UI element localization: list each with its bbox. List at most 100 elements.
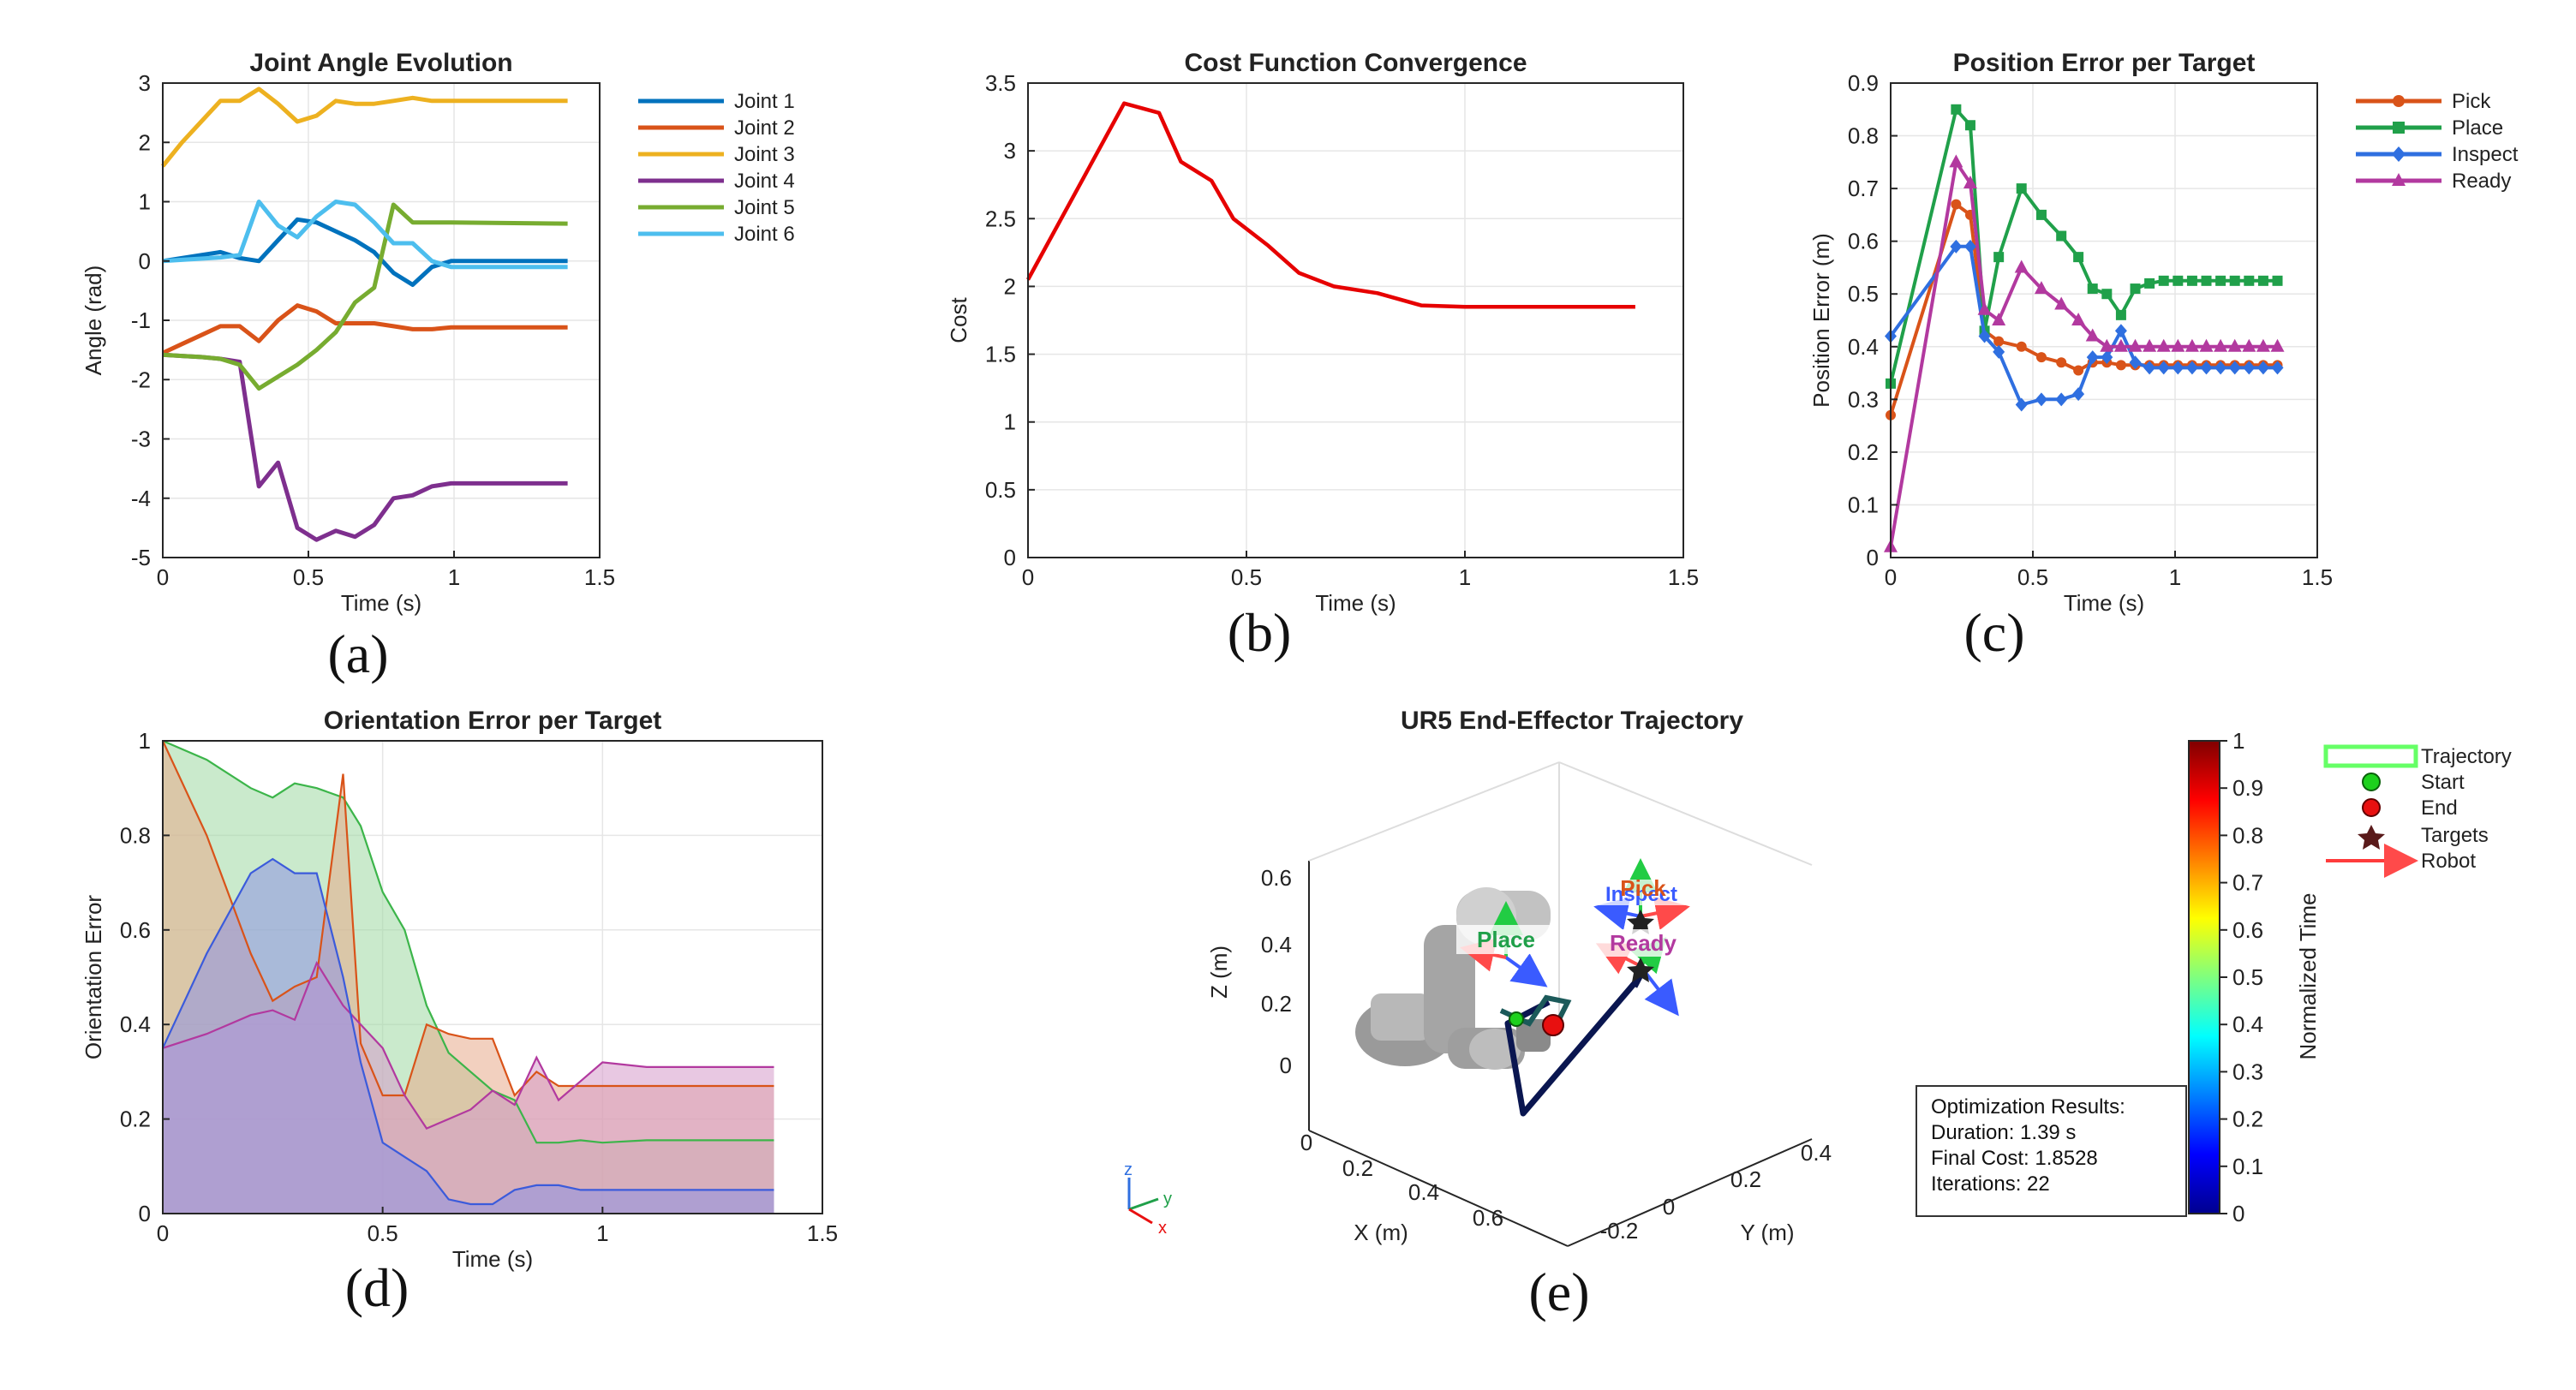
x-tick-label: 0.6: [1473, 1205, 1503, 1231]
x-tick-label: 1.5: [584, 564, 615, 590]
legend-marker: [2393, 122, 2405, 134]
target-star-ready: [1627, 957, 1654, 982]
y-tick-label: -3: [131, 427, 151, 452]
y-tick-label: 0.4: [1848, 334, 1879, 360]
legend-marker: [2392, 146, 2406, 162]
x-tick-label: 0.5: [368, 1220, 398, 1246]
x-ticks: 0 0.2 0.4 0.6: [1300, 1130, 1503, 1231]
legend-targets-swatch: [2358, 825, 2385, 850]
marker-point: [2214, 338, 2228, 352]
x-tick-label: 1.5: [2302, 564, 2333, 590]
marker-point: [1993, 252, 2005, 263]
z-tick-label: 0.2: [1261, 991, 1292, 1017]
trajectory-legend: Trajectory Start End Targets Robot: [2323, 744, 2512, 878]
marker-point: [2129, 355, 2142, 370]
legend-label: Inspect: [2452, 143, 2519, 166]
colorbar-tick-label: 0.1: [2232, 1154, 2263, 1179]
legend-label: Joint 3: [734, 143, 795, 166]
marker-point: [1992, 313, 2006, 325]
series-line-joint-3: [161, 87, 568, 168]
marker-point: [2101, 350, 2113, 365]
x-tick-label: 0.5: [2017, 564, 2048, 590]
y-tick-label: 1: [139, 728, 151, 754]
marker-point: [2035, 209, 2047, 220]
x-tick-label: 1.5: [807, 1220, 838, 1246]
x-tick-label: 1.5: [1668, 564, 1699, 590]
x-tick-label: 0.5: [1231, 564, 1262, 590]
x-tick-label: 0.5: [293, 564, 324, 590]
marker-point: [2114, 324, 2127, 338]
marker-point: [2087, 283, 2098, 295]
y-tick-label: 0: [1004, 545, 1016, 570]
axes-3d-box: [1308, 761, 1813, 1247]
legend-robot-label: Robot: [2421, 850, 2476, 873]
marker-point: [1963, 175, 1977, 188]
marker-point: [2015, 397, 2028, 412]
legend-targets-label: Targets: [2421, 824, 2489, 847]
legend-label: Joint 6: [734, 223, 795, 246]
marker-point: [2101, 289, 2113, 300]
legend-label: Joint 1: [734, 90, 795, 113]
legend-label: Ready: [2452, 170, 2511, 193]
chart-b: 0 0.5 1 1.5 0 0.5 1 1.5 2 2.5 3 3.5 Cost Function Co…: [946, 49, 1699, 663]
y-tick-label: 0.1: [1848, 492, 1879, 517]
panel-label-d: (d): [345, 1257, 409, 1318]
colorbar-tick-label: 0.6: [2232, 917, 2263, 943]
marker-point: [2172, 361, 2185, 375]
x-axis-label: Time (s): [341, 590, 421, 616]
legend-label: Joint 2: [734, 116, 795, 140]
marker-point: [2056, 357, 2067, 368]
legend-label: Pick: [2452, 90, 2491, 113]
y-tick-label: 0.3: [1848, 386, 1879, 412]
y-tick-label: 1: [139, 189, 151, 215]
series-line-0: [1026, 101, 1635, 309]
y-axis-label: Position Error (m): [1808, 233, 1834, 408]
marker-point: [1977, 301, 1992, 315]
marker-point: [2228, 361, 2241, 375]
place-frame-x: [1504, 953, 1548, 987]
marker-point: [1951, 199, 1962, 210]
y-tick-label: 0: [1663, 1194, 1675, 1220]
colorbar-tick-label: 0.5: [2232, 964, 2263, 990]
chart-title: Orientation Error per Target: [324, 707, 662, 735]
y-tick-label: 2: [1004, 273, 1016, 299]
y-tick-label: 3.5: [985, 70, 1016, 96]
y-tick-label: 0.8: [1848, 123, 1879, 149]
series-line-joint-2: [161, 303, 568, 355]
y-tick-label: -5: [131, 545, 151, 570]
optimization-results-box: Optimization Results: Duration: 1.39 s F…: [1916, 1085, 2187, 1217]
z-axis-label: Z (m): [1206, 946, 1232, 999]
info-box-duration: Duration: 1.39 s: [1931, 1121, 2076, 1144]
chart-c: 0 0.5 1 1.5 0 0.1 0.2 0.3 0.4 0.5 0.6 0.7 0.8 0.9 Posi…: [1808, 49, 2519, 663]
series-line-joint-6: [162, 200, 568, 270]
x-axis-label: Time (s): [1315, 590, 1396, 616]
series-line-ready: [1889, 160, 2278, 548]
target-label-inspect: Inspect: [1605, 883, 1677, 906]
z-ticks: 0.6 0.4 0.2 0: [1261, 865, 1292, 1078]
back-edge-line: [1308, 761, 1560, 862]
x-tick-label: 0: [1300, 1130, 1312, 1155]
x-tick-label: 0: [157, 564, 169, 590]
y-tick-label: 1.5: [985, 342, 1016, 367]
y-tick-label: 0.8: [120, 822, 151, 848]
y-axis-line: [1567, 1138, 1813, 1247]
info-box-final-cost: Final Cost: 1.8528: [1931, 1147, 2098, 1170]
y-tick-label: 0.5: [1848, 281, 1879, 307]
area-line-0: [162, 739, 774, 1144]
place-label-bg: [1456, 925, 1557, 954]
marker-point: [2270, 338, 2285, 352]
marker-point: [2034, 281, 2048, 295]
series-line-joint-1: [162, 217, 568, 287]
triad-y-axis: [1128, 1197, 1159, 1211]
y-tick-label: 0.5: [985, 477, 1016, 503]
x-axis-label: Time (s): [2064, 590, 2144, 616]
y-tick-label: 0.4: [120, 1011, 151, 1037]
marker-point: [2200, 361, 2213, 375]
legend-label: Place: [2452, 116, 2503, 140]
colorbar-gradient: [2188, 740, 2220, 1214]
start-marker: [1509, 1011, 1524, 1027]
marker-point: [2128, 338, 2143, 352]
z-tick-label: 0.6: [1261, 865, 1292, 891]
back-edge-line: [1558, 761, 1813, 866]
series-line-joint-4: [162, 352, 568, 542]
